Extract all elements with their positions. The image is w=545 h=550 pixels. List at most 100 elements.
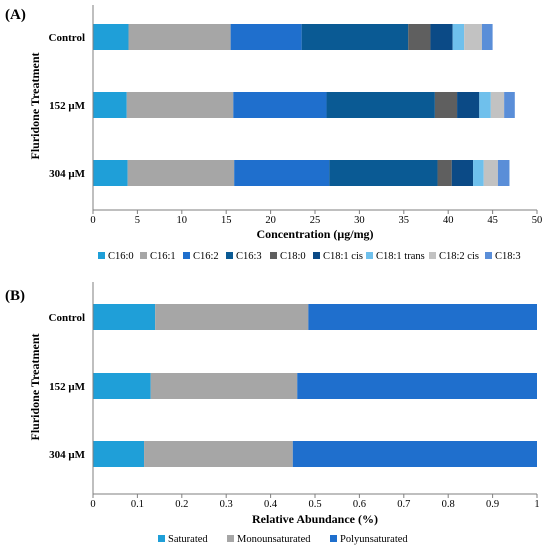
panel-a-legend-swatch	[226, 252, 233, 259]
panel-a-legend-swatch	[313, 252, 320, 259]
panel-a-legend-item: C18:1 trans	[366, 251, 425, 262]
panel-a-bar-segment	[93, 160, 128, 186]
panel-a-x-tick-label: 45	[487, 215, 498, 226]
panel-a-legend-label: C18:0	[280, 251, 306, 262]
panel-b-x-tick-label: 0	[90, 499, 95, 510]
panel-a-bar-segment	[483, 160, 498, 186]
panel-b-legend-label: Saturated	[168, 534, 208, 545]
panel-a-bar-segment	[329, 160, 438, 186]
panel-b-legend-swatch	[227, 535, 234, 542]
panel-a-x-tick-label: 50	[532, 215, 543, 226]
panel-a-legend-swatch	[98, 252, 105, 259]
panel-a-x-axis-label: Concentration (μg/mg)	[256, 227, 373, 241]
panel-b-bar-segment	[308, 304, 537, 330]
panel-a-legend-item: C16:1	[140, 251, 176, 262]
panel-a-category-label: Control	[49, 32, 85, 44]
panel-a-label: (A)	[5, 7, 26, 23]
panel-a-bar-segment	[490, 92, 505, 118]
panel-a-bar-segment	[234, 160, 330, 186]
panel-a-legend-label: C16:0	[108, 251, 134, 262]
panel-a-category-label: 152 μM	[49, 100, 85, 112]
panel-a-bar-segment	[473, 160, 484, 186]
panel-a-bar-segment	[233, 92, 327, 118]
panel-a-bar-segment	[430, 24, 453, 50]
panel-a-category-label: 304 μM	[49, 168, 85, 180]
panel-b-bar-segment	[93, 304, 156, 330]
panel-b-legend-item: Saturated	[158, 534, 208, 545]
panel-a-bar-segment	[408, 24, 431, 50]
panel-b-bar-segment	[297, 373, 537, 399]
panel-b-legend-label: Monounsaturated	[237, 534, 311, 545]
panel-a-bar-segment	[434, 92, 458, 118]
panel-a-bar-segment	[479, 92, 491, 118]
panel-b-x-tick-label: 0.4	[264, 499, 278, 510]
panel-b-x-axis-label: Relative Abundance (%)	[252, 512, 378, 526]
panel-b-legend-item: Polyunsaturated	[330, 534, 408, 545]
panel-b-x-tick-label: 1	[534, 499, 539, 510]
panel-a-legend-item: C16:0	[98, 251, 134, 262]
panel-a-x-tick-label: 10	[177, 215, 188, 226]
panel-a-x-tick-label: 35	[399, 215, 410, 226]
panel-a-bar-segment	[464, 24, 482, 50]
panel-a-legend-item: C16:3	[226, 251, 262, 262]
panel-a-legend-label: C18:1 cis	[323, 251, 363, 262]
panel-a-bar-segment	[457, 92, 480, 118]
panel-a-bar-segment	[301, 24, 409, 50]
panel-a-legend-item: C18:0	[270, 251, 306, 262]
panel-b-legend-swatch	[158, 535, 165, 542]
panel-a-legend-label: C18:1 trans	[376, 251, 425, 262]
panel-b: (B) Fluridone Treatment Control 152 μM 304…	[5, 282, 540, 545]
panel-a-x-tick-label: 15	[221, 215, 232, 226]
panel-a-legend-item: C16:2	[183, 251, 219, 262]
panel-b-bar-segment	[144, 441, 293, 467]
panel-a-bar-segment	[230, 24, 302, 50]
panel-b-bar-segment	[155, 304, 309, 330]
panel-b-category-label: 304 μM	[49, 449, 85, 461]
panel-a-bar-segment	[326, 92, 435, 118]
panel-b-x-tick-label: 0.9	[486, 499, 499, 510]
panel-b-category-label: Control	[49, 312, 85, 324]
panel-a-bar-segment	[128, 24, 231, 50]
panel-a-x-tick-label: 0	[90, 215, 95, 226]
panel-a-legend-label: C16:2	[193, 251, 219, 262]
panel-a-bar-segment	[93, 92, 127, 118]
panel-b-x-tick-label: 0.2	[175, 499, 188, 510]
panel-b-legend-swatch	[330, 535, 337, 542]
panel-a-bar-segment	[127, 160, 235, 186]
panel-a-bar-segment	[451, 160, 474, 186]
panel-b-legend-item: Monounsaturated	[227, 534, 311, 545]
panel-b-legend-label: Polyunsaturated	[340, 534, 408, 545]
panel-a-legend-swatch	[366, 252, 373, 259]
panel-b-x-tick-label: 0.1	[131, 499, 144, 510]
panel-a-x-tick-label: 25	[310, 215, 321, 226]
panel-a-bar-segment	[497, 160, 510, 186]
panel-a-legend-item: C18:1 cis	[313, 251, 363, 262]
panel-b-x-tick-label: 0.6	[353, 499, 366, 510]
panel-a-x-tick-label: 40	[443, 215, 454, 226]
panel-a-x-tick-label: 20	[265, 215, 276, 226]
panel-b-bar-segment	[292, 441, 537, 467]
panel-b-x-tick-label: 0.8	[442, 499, 455, 510]
panel-a-x-tick-label: 30	[354, 215, 365, 226]
panel-b-x-tick-label: 0.7	[397, 499, 410, 510]
panel-a-legend-swatch	[140, 252, 147, 259]
panel-a-legend-item: C18:2 cis	[429, 251, 479, 262]
panel-a-legend-label: C18:2 cis	[439, 251, 479, 262]
panel-a-legend-swatch	[183, 252, 190, 259]
panel-b-label: (B)	[5, 288, 25, 304]
panel-b-category-label: 152 μM	[49, 381, 85, 393]
panel-a-legend-label: C16:3	[236, 251, 262, 262]
panel-a-bar-segment	[437, 160, 452, 186]
panel-a-legend-label: C16:1	[150, 251, 176, 262]
panel-b-bar-segment	[93, 441, 145, 467]
panel-a-bar-segment	[452, 24, 465, 50]
panel-a-legend-swatch	[429, 252, 436, 259]
panel-b-bar-segment	[150, 373, 298, 399]
panel-a-legend-swatch	[270, 252, 277, 259]
panel-b-y-axis-label: Fluridone Treatment	[28, 334, 42, 441]
panel-a-legend-item: C18:3	[485, 251, 521, 262]
panel-a-legend-swatch	[485, 252, 492, 259]
panel-a-bar-segment	[481, 24, 493, 50]
panel-a-bar-segment	[126, 92, 234, 118]
